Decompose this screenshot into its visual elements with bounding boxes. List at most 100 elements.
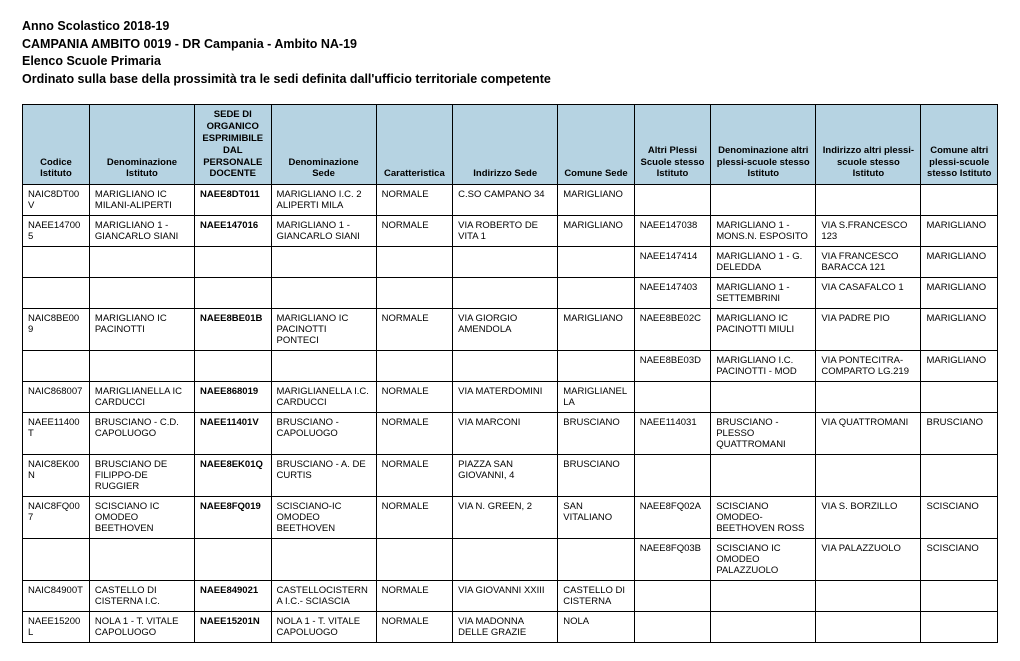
table-cell: BRUSCIANO DE FILIPPO-DE RUGGIER [89,455,194,497]
table-cell: MARIGLIANO [921,247,998,278]
table-row: NAIC868007MARIGLIANELLA IC CARDUCCINAEE8… [23,382,998,413]
table-cell: MARIGLIANO I.C. 2 ALIPERTI MILA [271,185,376,216]
header-line-3: Elenco Scuole Primaria [22,53,998,71]
table-cell [376,539,452,581]
col-header: Caratteristica [376,105,452,185]
table-cell [558,247,634,278]
table-cell: MARIGLIANO IC PACINOTTI MIULI [711,309,816,351]
table-cell [271,247,376,278]
table-cell [195,351,271,382]
table-cell [453,278,558,309]
table-cell: MARIGLIANO 1 - G. DELEDDA [711,247,816,278]
table-cell: BRUSCIANO - PLESSO QUATTROMANI [711,413,816,455]
table-header-row: Codice Istituto Denominazione Istituto S… [23,105,998,185]
table-cell: C.SO CAMPANO 34 [453,185,558,216]
table-cell [558,539,634,581]
table-cell [376,351,452,382]
table-cell [921,612,998,643]
table-cell: VIA MARCONI [453,413,558,455]
table-cell: SCISCIANO IC OMODEO PALAZZUOLO [711,539,816,581]
table-cell: MARIGLIANO [558,185,634,216]
table-cell: CASTELLO DI CISTERNA [558,581,634,612]
table-cell: MARIGLIANO I.C. PACINOTTI - MOD [711,351,816,382]
table-cell [376,247,452,278]
table-cell: BRUSCIANO [558,413,634,455]
table-cell: NAEE8FQ02A [634,497,710,539]
table-cell: NORMALE [376,382,452,413]
table-cell: MARIGLIANO 1 - GIANCARLO SIANI [89,216,194,247]
table-cell: BRUSCIANO [921,413,998,455]
table-cell [195,539,271,581]
table-cell [921,581,998,612]
table-cell: MARIGLIANO [558,309,634,351]
table-cell: MARIGLIANO IC PACINOTTI [89,309,194,351]
table-cell [711,382,816,413]
table-cell: NORMALE [376,612,452,643]
table-cell: NAIC8DT00V [23,185,90,216]
table-cell [453,351,558,382]
table-cell: MARIGLIANO 1 - MONS.N. ESPOSITO [711,216,816,247]
table-cell: BRUSCIANO - A. DE CURTIS [271,455,376,497]
table-body: NAIC8DT00VMARIGLIANO IC MILANI-ALIPERTIN… [23,185,998,643]
table-cell: NAEE114031 [634,413,710,455]
table-cell [89,278,194,309]
col-header: Codice Istituto [23,105,90,185]
table-cell: NAEE147038 [634,216,710,247]
table-cell [23,351,90,382]
table-cell: MARIGLIANO [558,216,634,247]
col-header: Altri Plessi Scuole stesso Istituto [634,105,710,185]
table-cell: NAEE8FQ019 [195,497,271,539]
table-cell [23,247,90,278]
table-cell [816,455,921,497]
table-cell [271,351,376,382]
table-cell [23,539,90,581]
table-cell [711,455,816,497]
table-cell: MARIGLIANO IC PACINOTTI PONTECI [271,309,376,351]
table-cell [271,539,376,581]
table-row: NAEE147414MARIGLIANO 1 - G. DELEDDAVIA F… [23,247,998,278]
col-header: Comune Sede [558,105,634,185]
table-cell: NOLA [558,612,634,643]
table-cell: NAIC8BE009 [23,309,90,351]
table-cell: NAEE15200L [23,612,90,643]
table-cell: MARIGLIANELLA I.C. CARDUCCI [271,382,376,413]
table-cell: NOLA 1 - T. VITALE CAPOLUOGO [271,612,376,643]
col-header: SEDE DI ORGANICO ESPRIMIBILE DAL PERSONA… [195,105,271,185]
table-cell [89,539,194,581]
table-cell: NAEE147016 [195,216,271,247]
table-cell [89,351,194,382]
table-cell: NAEE11401V [195,413,271,455]
table-cell [816,612,921,643]
header-line-1: Anno Scolastico 2018-19 [22,18,998,36]
table-cell [634,382,710,413]
col-header: Denominazione Sede [271,105,376,185]
table-head: Codice Istituto Denominazione Istituto S… [23,105,998,185]
table-cell: NAIC868007 [23,382,90,413]
table-cell [634,612,710,643]
table-cell: MARIGLIANELLA IC CARDUCCI [89,382,194,413]
document-header: Anno Scolastico 2018-19 CAMPANIA AMBITO … [22,18,998,88]
table-cell [634,185,710,216]
table-cell: NAEE8BE01B [195,309,271,351]
table-cell [711,185,816,216]
table-row: NAIC84900TCASTELLO DI CISTERNA I.C.NAEE8… [23,581,998,612]
col-header: Indirizzo Sede [453,105,558,185]
table-cell: VIA MATERDOMINI [453,382,558,413]
table-cell: MARIGLIANO [921,278,998,309]
table-row: NAIC8FQ007SCISCIANO IC OMODEO BEETHOVENN… [23,497,998,539]
table-row: NAEE15200LNOLA 1 - T. VITALE CAPOLUOGONA… [23,612,998,643]
table-cell: NORMALE [376,413,452,455]
table-cell: VIA ROBERTO DE VITA 1 [453,216,558,247]
table-cell: MARIGLIANO [921,309,998,351]
table-cell: SCISCIANO OMODEO-BEETHOVEN ROSS [711,497,816,539]
table-cell: NAEE8DT011 [195,185,271,216]
table-cell [921,455,998,497]
table-cell [921,382,998,413]
table-cell: VIA GIORGIO AMENDOLA [453,309,558,351]
table-cell: NORMALE [376,581,452,612]
table-cell [634,581,710,612]
table-cell [816,382,921,413]
table-cell: VIA N. GREEN, 2 [453,497,558,539]
table-cell: NAEE8BE02C [634,309,710,351]
table-cell: PIAZZA SAN GIOVANNI, 4 [453,455,558,497]
